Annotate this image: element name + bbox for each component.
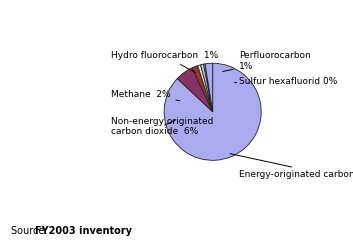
Wedge shape bbox=[204, 64, 213, 112]
Text: Energy-originated carbon dioxide  87%: Energy-originated carbon dioxide 87% bbox=[230, 154, 353, 179]
Text: Hydro fluorocarbon  1%: Hydro fluorocarbon 1% bbox=[111, 52, 218, 73]
Wedge shape bbox=[164, 63, 261, 160]
Text: Source:: Source: bbox=[11, 226, 53, 236]
Wedge shape bbox=[205, 63, 213, 112]
Wedge shape bbox=[198, 65, 213, 112]
Text: Methane  2%: Methane 2% bbox=[111, 90, 180, 101]
Text: Sulfur hexafluorid 0%: Sulfur hexafluorid 0% bbox=[234, 77, 338, 86]
Wedge shape bbox=[192, 66, 213, 112]
Text: Non-energy originated
carbon dioxide  6%: Non-energy originated carbon dioxide 6% bbox=[111, 117, 213, 136]
Text: Perfluorocarbon
1%: Perfluorocarbon 1% bbox=[223, 51, 311, 71]
Text: FY2003 inventory: FY2003 inventory bbox=[35, 226, 132, 236]
Wedge shape bbox=[177, 68, 213, 112]
Wedge shape bbox=[201, 64, 213, 112]
